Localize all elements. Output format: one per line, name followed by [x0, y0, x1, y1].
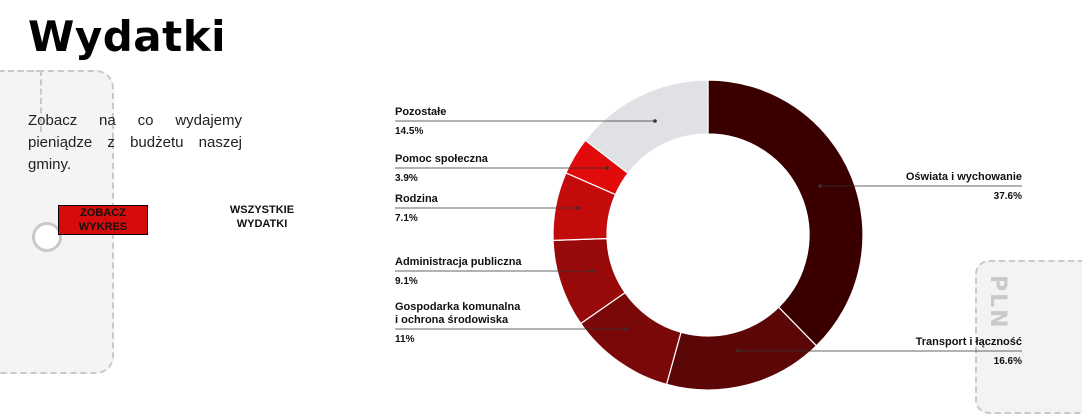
intro-text: Zobacz na co wydajemy pieniądze z budżet…	[28, 112, 242, 173]
slice-value-label: 7.1%	[395, 213, 418, 224]
donut-slice[interactable]	[584, 79, 709, 175]
leader-dot	[576, 206, 580, 210]
slice-label: Oświata i wychowanie	[906, 171, 1022, 183]
donut-slice[interactable]	[707, 79, 864, 347]
leader-dot	[623, 327, 627, 331]
leader-dot	[653, 119, 657, 123]
slice-value-label: 3.9%	[395, 173, 418, 184]
slice-label: Pomoc społeczna	[395, 153, 489, 165]
leader-dot	[736, 349, 740, 353]
slice-label: Gospodarka komunalna	[395, 301, 521, 313]
leader-dot	[818, 184, 822, 188]
show-chart-button[interactable]: ZOBACZ WYKRES	[58, 205, 148, 235]
page-title: Wydatki	[28, 12, 227, 61]
slice-label: Rodzina	[395, 193, 439, 205]
leader-dot	[590, 269, 594, 273]
slice-label: i ochrona środowiska	[395, 314, 509, 326]
all-expenses-button[interactable]: WSZYSTKIE WYDATKI	[229, 204, 295, 230]
slice-value-label: 14.5%	[395, 126, 423, 137]
slice-label: Administracja publiczna	[395, 256, 522, 268]
slice-value-label: 11%	[395, 334, 415, 345]
donut-chart: Oświata i wychowanie 37.6% Transport i łąc…	[395, 79, 1022, 391]
slice-value-label: 9.1%	[395, 276, 418, 287]
slice-label: Transport i łączność	[916, 336, 1022, 348]
slice-value-label: 37.6%	[994, 191, 1022, 202]
slice-value-label: 16.6%	[994, 356, 1022, 367]
leader-dot	[605, 166, 609, 170]
slice-label: Pozostałe	[395, 106, 446, 118]
